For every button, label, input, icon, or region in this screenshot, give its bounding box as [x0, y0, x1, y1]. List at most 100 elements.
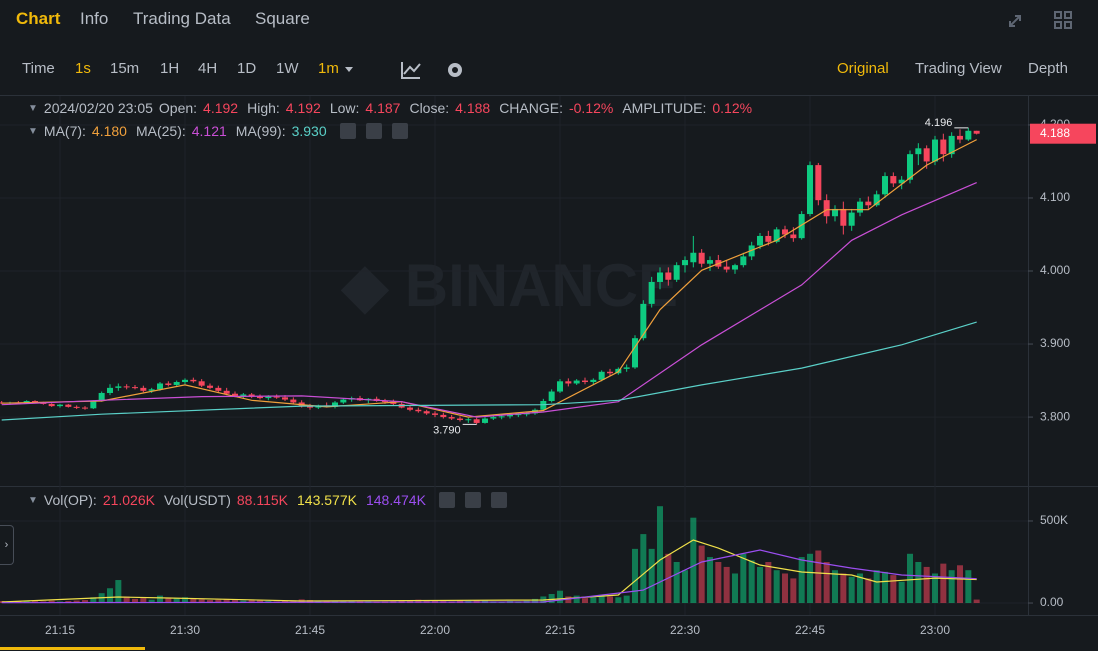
candle-body	[32, 401, 38, 403]
volume-bar	[198, 599, 205, 604]
legend-icon[interactable]	[339, 123, 356, 139]
interval[interactable]: 1m	[318, 60, 339, 77]
side-toggle[interactable]: ›	[0, 525, 14, 565]
volume-bar	[823, 562, 830, 604]
volume-bar	[948, 570, 955, 604]
caret[interactable]: ▼	[28, 494, 38, 506]
value: 21.026K	[102, 492, 155, 508]
candle-body	[707, 260, 713, 264]
label: Low:	[329, 100, 360, 116]
candle-body	[698, 252, 705, 264]
tab[interactable]: Info	[80, 9, 109, 28]
candle-body	[257, 396, 263, 399]
ma-line	[1, 182, 977, 418]
candle-body	[490, 417, 497, 419]
candle-body	[115, 386, 122, 388]
x-tick-label: 23:00	[920, 623, 950, 637]
value: 143.577K	[297, 492, 357, 508]
plot: 4.196 3.790	[0, 117, 980, 604]
interval[interactable]: Time	[22, 60, 55, 77]
candle-body	[432, 413, 438, 415]
candle-body	[565, 381, 572, 384]
candle-body	[907, 154, 913, 180]
volume-bar	[590, 597, 597, 604]
volume-bar	[615, 597, 622, 604]
annotation: 3.790	[433, 424, 461, 436]
volume-bar	[673, 562, 680, 604]
legend-icon[interactable]	[391, 123, 408, 139]
volume-bar	[598, 594, 605, 604]
layout-icon[interactable]	[1054, 11, 1072, 29]
volume-bar	[607, 596, 613, 604]
candle-body	[132, 387, 138, 389]
candle-body	[498, 416, 505, 418]
value: 4.187	[365, 100, 401, 116]
volume-bar	[840, 573, 847, 604]
y-tick-label: 3.800	[1040, 409, 1070, 423]
candle-body	[82, 407, 88, 409]
caret[interactable]: ▼	[28, 125, 38, 137]
candle-body	[573, 380, 580, 384]
candle-body	[465, 419, 472, 421]
volume-bar	[890, 575, 897, 604]
value: 148.474K	[365, 492, 426, 508]
legend-icon[interactable]	[464, 492, 481, 508]
label: MA(25):	[135, 123, 186, 139]
label: Vol(USDT)	[163, 492, 231, 508]
volume-bar	[682, 570, 688, 604]
value: 4.192	[203, 100, 239, 116]
view[interactable]: Original	[837, 60, 889, 77]
interval[interactable]: 1H	[160, 60, 180, 77]
candle-body	[773, 229, 780, 242]
legend-icon[interactable]	[438, 492, 455, 508]
fullscreen-icon[interactable]	[1009, 15, 1021, 27]
tab[interactable]: Square	[255, 9, 310, 28]
candle-body	[340, 399, 347, 403]
candle-body	[932, 139, 938, 162]
candle-body	[798, 214, 805, 239]
caret[interactable]	[345, 67, 353, 72]
indicator-icon[interactable]	[401, 62, 421, 79]
candle-body	[623, 367, 630, 369]
toolbar-icons[interactable]	[340, 58, 480, 82]
volume-bar	[107, 588, 113, 604]
legend-icon[interactable]	[490, 492, 507, 508]
label: MA(99):	[235, 123, 286, 139]
volume-bar	[573, 595, 580, 604]
volume-bar	[557, 590, 563, 604]
volume-bar	[707, 557, 713, 604]
volume-bar	[582, 598, 588, 604]
candle-body	[540, 401, 547, 410]
interval[interactable]: 1D	[237, 60, 257, 77]
legend-icon[interactable]	[365, 123, 382, 139]
interval[interactable]: 1W	[276, 60, 299, 77]
candle-body	[173, 382, 180, 385]
interval[interactable]: 4H	[198, 60, 218, 77]
nav-icons[interactable]	[1006, 8, 1086, 32]
volume-bar	[940, 563, 947, 604]
view[interactable]: Trading View	[915, 60, 1002, 77]
candle-body	[848, 212, 855, 226]
candle-body	[740, 256, 747, 266]
candle-body	[165, 383, 172, 385]
ma-line	[1, 549, 977, 604]
value: 0.12%	[712, 100, 753, 116]
vol-legend: ▼ Vol(OP): 21.026K Vol(USDT) 88.115K 143.577K…	[28, 492, 507, 508]
interval[interactable]: 1s	[75, 60, 91, 77]
candle-body	[898, 179, 905, 184]
candle-body	[123, 386, 130, 388]
tab[interactable]: Chart	[16, 9, 61, 28]
candle-body	[440, 414, 447, 418]
annotation: 4.196	[925, 117, 953, 129]
candle-body	[57, 404, 63, 407]
volume-bar	[415, 599, 422, 604]
volume-bar	[898, 581, 905, 604]
x-tick-label: 22:15	[545, 623, 575, 637]
volume-bar	[232, 600, 238, 604]
caret[interactable]: ▼	[28, 102, 38, 114]
interval[interactable]: 15m	[110, 60, 140, 77]
value: 4.180	[91, 123, 127, 139]
view[interactable]: Depth	[1028, 60, 1069, 77]
tab[interactable]: Trading Data	[133, 9, 231, 28]
